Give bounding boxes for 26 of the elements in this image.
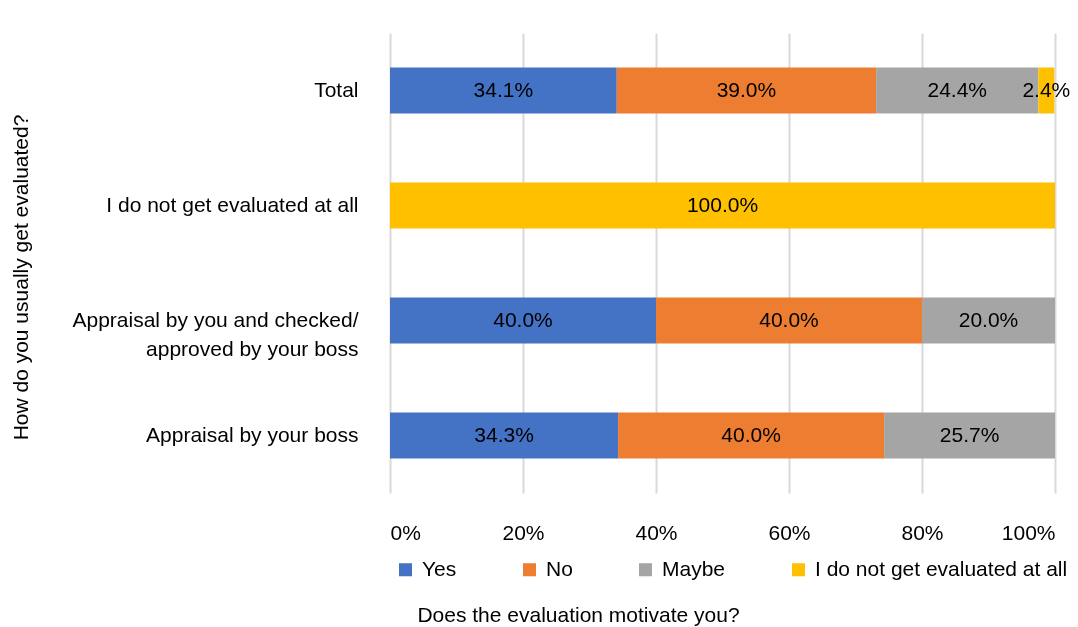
y-tick-label: Appraisal by your boss	[146, 422, 359, 446]
x-tick-label: 0%	[390, 520, 421, 544]
data-label: 40.0%	[493, 307, 553, 331]
x-tick-label: 40%	[635, 520, 678, 544]
y-tick-label: Appraisal by you and checked/ approved by your boss	[72, 307, 359, 360]
data-label: 24.4%	[927, 77, 988, 101]
data-label: 34.3%	[474, 422, 534, 446]
y-axis-title: How do you usually get evaluated?	[8, 114, 32, 441]
x-tick-label: 100%	[1001, 520, 1056, 544]
x-tick-label: 20%	[502, 520, 545, 544]
x-tick-label: 60%	[768, 520, 811, 544]
data-label: 40.0%	[721, 422, 781, 446]
data-label: 100.0%	[686, 192, 759, 216]
y-tick-label: Total	[314, 77, 359, 101]
legend-label: I do not get evaluated at all	[815, 556, 1068, 580]
y-tick-label: I do not get evaluated at all	[106, 192, 359, 216]
x-axis-title: Does the evaluation motivate you?	[417, 602, 740, 626]
legend-label: Yes	[422, 556, 457, 580]
data-label: 40.0%	[759, 307, 819, 331]
data-label: 34.1%	[473, 77, 534, 101]
legend-label: Maybe	[662, 556, 726, 580]
legend-label: No	[546, 556, 573, 580]
data-label: 25.7%	[939, 422, 1000, 446]
data-label: 20.0%	[958, 307, 1019, 331]
x-tick-label: 80%	[901, 520, 944, 544]
data-label: 39.0%	[716, 77, 777, 101]
